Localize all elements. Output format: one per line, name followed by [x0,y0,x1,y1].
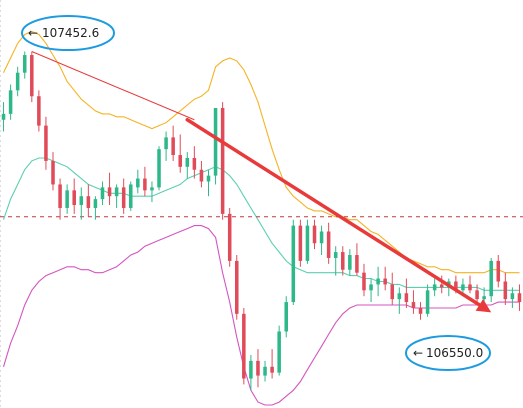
candle-body [86,196,91,208]
candle-body [418,307,423,314]
band-lower-line [2,225,520,406]
candle-body [1,113,6,120]
candle-body [107,187,112,197]
candle-body [114,187,119,197]
candle-body [256,360,260,376]
high-annotation: ← 107452.6 [21,15,115,51]
candle-body [143,178,147,191]
candle-body [369,284,373,291]
candle-body [263,366,267,376]
candle-body [383,278,387,285]
candle-body [298,225,303,261]
candle-body [319,231,324,244]
low-arrow-glyph: ← [413,346,423,360]
candle-body [355,255,359,273]
low-price-label: 106550.0 [426,346,483,360]
candle-body [206,175,211,182]
candle-body [432,284,437,291]
high-highlight-circle [21,15,115,51]
candle-body [503,281,508,300]
trend-guide-line [31,51,195,121]
candle-body [326,231,331,258]
candle-body [128,184,133,208]
candle-body [242,313,246,379]
candle-body [425,290,430,314]
candle-body [305,225,310,261]
trend-arrow-head [475,298,492,313]
band-middle-line [2,157,520,291]
low-annotation: ← 106550.0 [405,335,491,371]
candle-body [157,149,161,188]
candle-body [100,187,105,200]
candle-body [489,260,493,297]
candle-body [22,55,27,73]
candle-body [44,125,48,161]
band-upper-line [3,30,520,274]
candle-body [234,260,239,314]
high-price-label: 107452.6 [42,26,99,40]
candle-body [51,160,55,185]
candle-body [404,293,409,303]
candle-body [178,155,182,167]
candle-body [454,281,458,291]
candle-body [121,187,126,208]
candle-body [475,290,479,300]
candle-body [79,196,84,206]
low-highlight-circle [405,335,491,371]
candle-body [93,199,98,208]
candle-body [439,284,444,288]
candle-body [376,278,380,285]
candle-body [150,187,154,191]
candle-body [397,293,402,300]
candle-body [291,225,296,303]
candle-body [185,157,190,167]
trend-arrow [185,117,492,313]
candle-body [277,331,281,373]
candle-body [227,213,232,261]
candle-body [72,190,76,206]
candle-body [411,302,416,308]
candle-body [284,302,289,332]
candle-body [220,107,225,214]
candle-body [58,184,62,208]
candle-body [390,284,395,300]
candle-body [517,293,522,303]
candle-body [213,107,218,176]
candle-body [468,284,472,291]
candle-body [171,137,175,156]
candle-body [199,169,204,182]
candle-body [348,255,352,270]
candle-body [341,252,345,270]
candle-body [30,55,34,97]
candle-body [164,137,168,150]
candle-body [15,72,20,91]
candle-body [496,260,501,282]
candle-body [312,225,317,244]
candle-body [249,360,253,379]
candle-body [136,178,140,188]
candle-body [510,293,515,300]
candle-body [270,366,274,373]
trend-arrow-shaft [185,117,482,307]
candle-body [362,272,366,291]
candle-body [461,284,465,291]
high-arrow-glyph: ← [28,26,38,40]
candle-body [192,157,197,170]
candle-body [8,90,13,114]
candlestick-series [1,51,522,391]
candle-body [482,296,486,300]
candle-body [37,96,41,126]
candle-body [333,252,338,258]
candle-body [65,190,69,208]
